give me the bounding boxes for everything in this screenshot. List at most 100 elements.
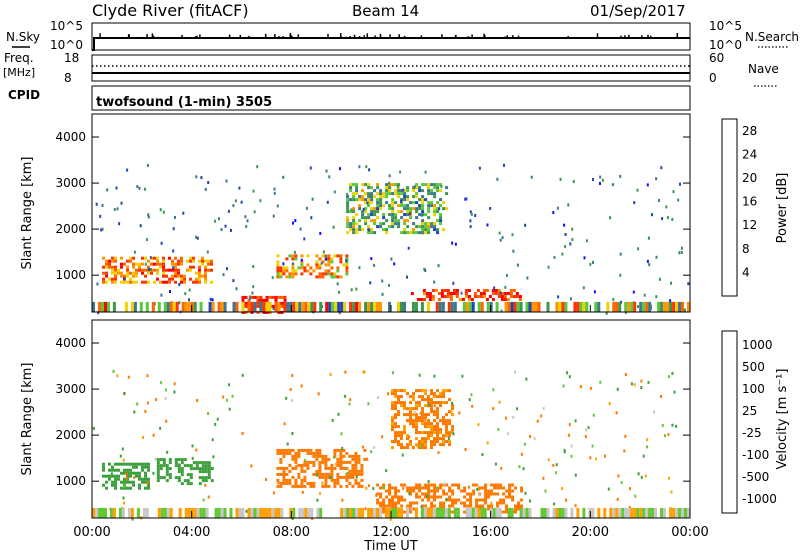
velocity-cell bbox=[114, 486, 117, 490]
power-cell bbox=[361, 189, 365, 193]
power-cell bbox=[482, 289, 486, 292]
power-cell bbox=[171, 277, 174, 281]
velocity-near-range-cell bbox=[241, 507, 245, 518]
velocity-cell bbox=[360, 484, 364, 488]
power-cell bbox=[330, 257, 334, 261]
velocity-echo bbox=[592, 413, 595, 417]
velocity-cell bbox=[123, 468, 126, 472]
power-cell bbox=[111, 265, 114, 269]
velocity-echo bbox=[574, 419, 577, 423]
velocity-cell bbox=[490, 489, 494, 493]
velocity-cell bbox=[451, 407, 454, 411]
power-echo bbox=[292, 221, 294, 225]
velocity-cell bbox=[424, 425, 427, 429]
velocity-cell bbox=[321, 454, 325, 458]
velocity-near-range-cell bbox=[561, 507, 565, 518]
power-cell bbox=[436, 210, 440, 214]
velocity-echo bbox=[668, 476, 670, 480]
power-cell bbox=[379, 192, 383, 196]
velocity-cell bbox=[463, 504, 467, 508]
power-echo bbox=[195, 235, 197, 239]
velocity-cell bbox=[388, 486, 392, 490]
power-cell bbox=[171, 262, 174, 266]
power-echo bbox=[332, 225, 335, 229]
power-cell bbox=[336, 269, 340, 273]
power-cell bbox=[180, 277, 183, 281]
power-cell bbox=[283, 298, 287, 302]
velocity-cell bbox=[183, 458, 187, 462]
power-cell bbox=[424, 228, 428, 232]
velocity-cell bbox=[493, 492, 497, 496]
velocity-echo bbox=[295, 464, 298, 468]
power-cell bbox=[321, 254, 325, 258]
power-cell bbox=[201, 259, 204, 263]
power-cell bbox=[400, 192, 404, 196]
y-tick-label: 1000 bbox=[55, 474, 86, 488]
velocity-near-range-cell bbox=[166, 507, 170, 518]
velocity-near-range-cell bbox=[235, 507, 239, 518]
velocity-cell bbox=[111, 483, 114, 487]
velocity-cell bbox=[397, 425, 400, 429]
velocity-near-range-cell bbox=[298, 507, 302, 518]
velocity-cell bbox=[391, 401, 394, 405]
power-cell bbox=[364, 219, 368, 223]
power-echo bbox=[451, 241, 454, 245]
velocity-cell bbox=[189, 467, 193, 471]
power-cell bbox=[327, 260, 331, 264]
power-echo bbox=[245, 225, 248, 228]
power-cell bbox=[397, 192, 401, 196]
power-echo bbox=[524, 223, 527, 227]
power-colorbar-tick: 8 bbox=[742, 242, 750, 256]
power-echo bbox=[619, 174, 622, 178]
power-cell bbox=[409, 201, 413, 205]
velocity-echo bbox=[508, 485, 511, 489]
velocity-near-range-cell bbox=[603, 507, 607, 518]
velocity-cell bbox=[141, 465, 144, 469]
nsky-tick-bottom: 10^0 bbox=[50, 38, 83, 52]
power-cell bbox=[346, 204, 350, 208]
power-echo bbox=[368, 228, 371, 232]
velocity-cell bbox=[357, 481, 361, 485]
power-echo bbox=[230, 228, 232, 232]
power-echo bbox=[256, 165, 259, 169]
power-cell bbox=[403, 204, 407, 208]
velocity-echo bbox=[277, 481, 280, 484]
power-near-range-cell bbox=[420, 301, 424, 312]
velocity-near-range-cell bbox=[624, 507, 628, 518]
power-cell bbox=[280, 295, 284, 299]
power-cell bbox=[177, 271, 180, 275]
power-echo bbox=[489, 207, 492, 210]
power-cell bbox=[352, 219, 356, 223]
velocity-echo bbox=[675, 424, 678, 428]
power-echo bbox=[220, 228, 223, 232]
velocity-cell bbox=[138, 474, 141, 478]
power-cell bbox=[431, 298, 435, 301]
power-echo bbox=[322, 250, 325, 254]
power-cell bbox=[138, 268, 141, 272]
power-echo bbox=[144, 262, 147, 266]
velocity-colorbar-tick: 100 bbox=[742, 382, 765, 396]
velocity-cell bbox=[105, 474, 108, 478]
velocity-cell bbox=[445, 401, 448, 405]
power-echo bbox=[407, 246, 410, 250]
velocity-near-range-cell bbox=[423, 507, 427, 518]
velocity-echo bbox=[207, 412, 210, 415]
velocity-echo bbox=[433, 393, 435, 397]
velocity-echo bbox=[540, 414, 543, 418]
power-cell bbox=[449, 292, 453, 295]
power-cell bbox=[361, 198, 365, 202]
power-cell bbox=[418, 231, 422, 235]
power-cell bbox=[388, 225, 392, 229]
velocity-echo bbox=[671, 423, 674, 427]
power-cell bbox=[349, 210, 353, 214]
velocity-cell bbox=[391, 440, 394, 444]
velocity-cell bbox=[421, 389, 424, 393]
nave-tick-bottom: 0 bbox=[709, 71, 717, 85]
power-cell bbox=[244, 301, 248, 305]
power-near-range-cell bbox=[163, 301, 167, 312]
velocity-cell bbox=[207, 461, 211, 465]
velocity-near-range-cell bbox=[597, 507, 601, 518]
velocity-echo bbox=[628, 506, 631, 509]
power-echo bbox=[320, 261, 323, 265]
